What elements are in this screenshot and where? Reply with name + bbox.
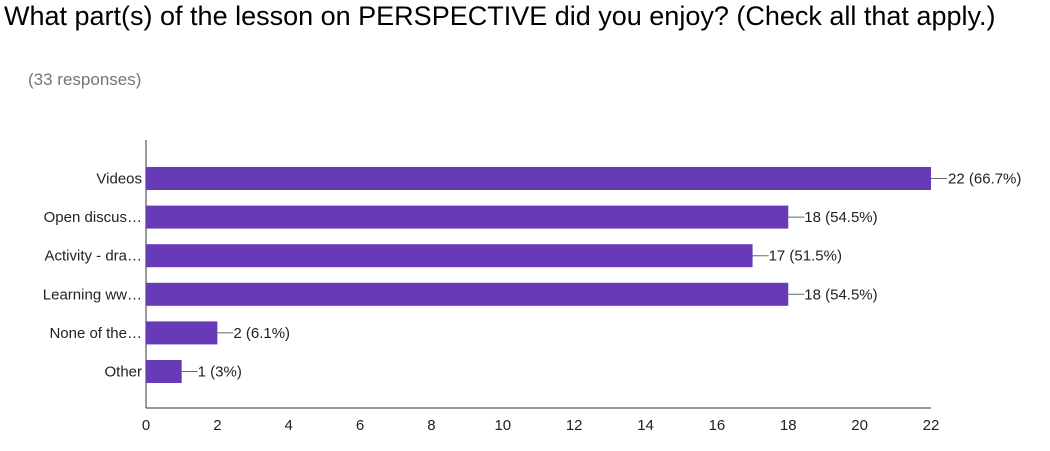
data-label: 18 (54.5%): [804, 209, 877, 226]
bar: [146, 282, 789, 306]
bar: [146, 167, 931, 190]
data-label: 18 (54.5%): [804, 286, 877, 303]
data-label: 1 (3%): [198, 364, 242, 381]
category-label: Open discus…: [44, 209, 142, 226]
category-label: None of the…: [49, 325, 142, 342]
data-label: 17 (51.5%): [769, 248, 842, 265]
x-tick-label: 12: [566, 417, 583, 434]
x-tick-label: 8: [427, 417, 435, 434]
x-tick-label: 14: [637, 417, 654, 434]
bar: [146, 205, 789, 229]
bar: [146, 244, 753, 268]
category-label: Other: [104, 364, 142, 381]
category-label: Videos: [96, 171, 142, 188]
chart-title: What part(s) of the lesson on PERSPECTIV…: [4, 1, 996, 31]
data-label: 2 (6.1%): [233, 325, 290, 342]
x-tick-label: 18: [780, 417, 797, 434]
x-tick-label: 20: [851, 417, 868, 434]
x-tick-label: 10: [494, 417, 511, 434]
category-label: Activity - dra…: [44, 248, 142, 265]
x-tick-label: 22: [923, 417, 940, 434]
bar: [146, 321, 218, 345]
x-tick-label: 4: [285, 417, 293, 434]
x-tick-label: 2: [213, 417, 221, 434]
x-tick-label: 16: [709, 417, 726, 434]
bar: [146, 360, 182, 383]
data-label: 22 (66.7%): [948, 171, 1021, 188]
response-count: (33 responses): [28, 70, 142, 89]
x-tick-label: 0: [142, 417, 150, 434]
x-tick-label: 6: [356, 417, 364, 434]
category-label: Learning ww…: [43, 286, 142, 303]
